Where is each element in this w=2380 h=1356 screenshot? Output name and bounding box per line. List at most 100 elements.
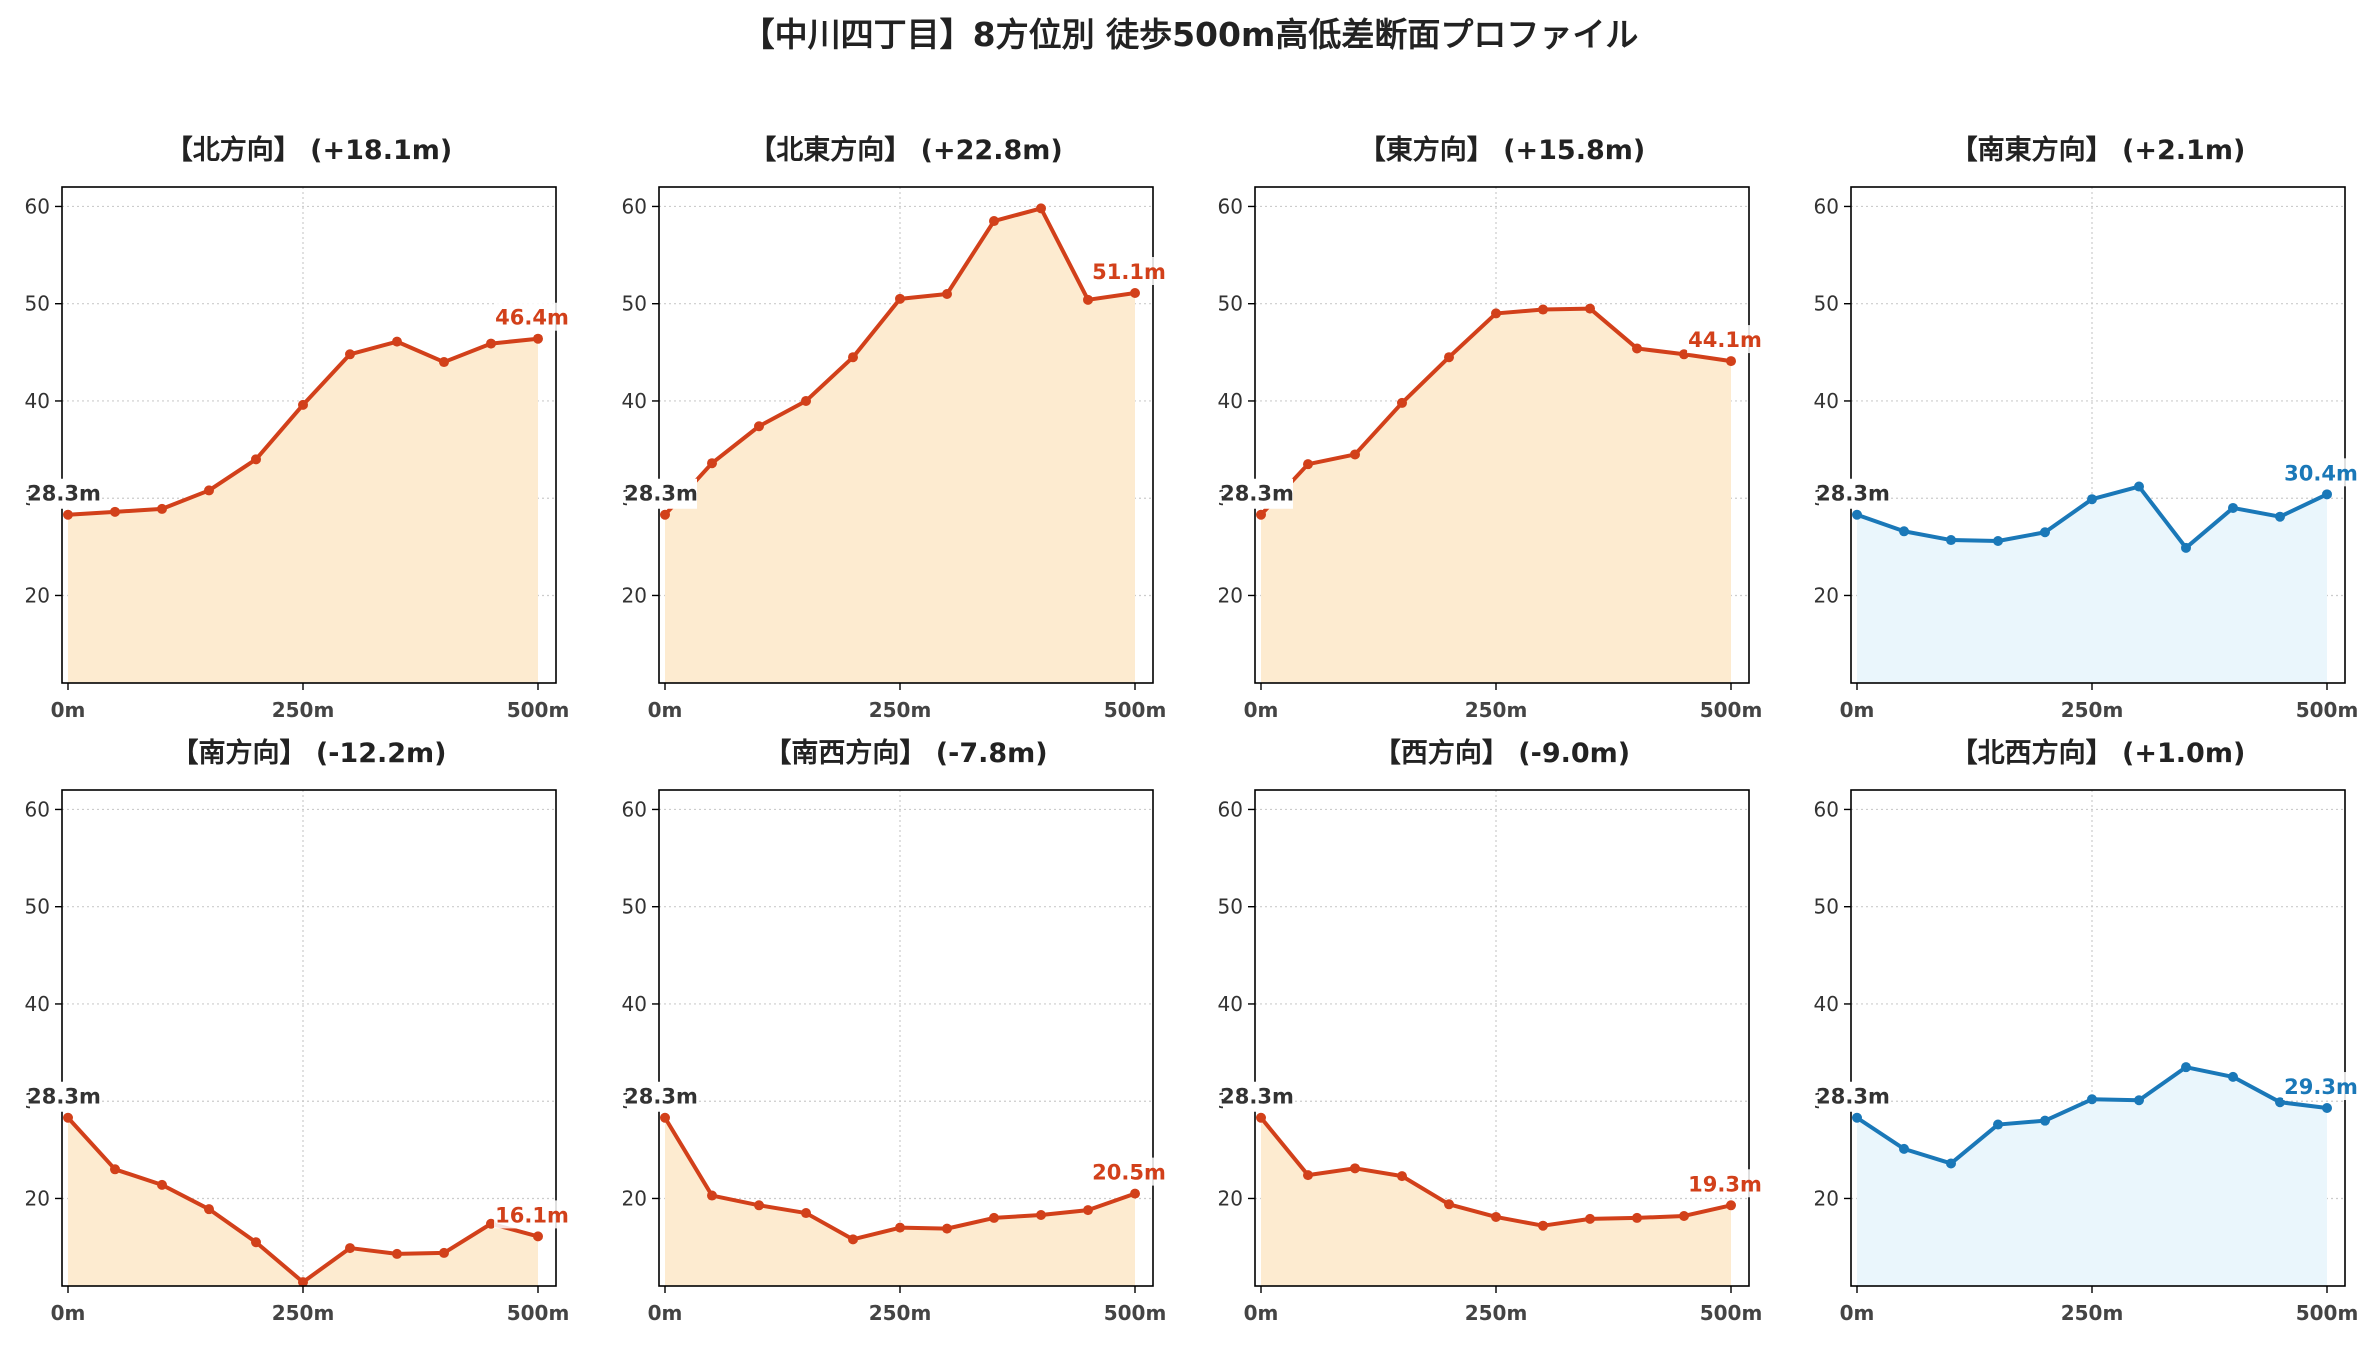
y-tick-label: 40 <box>622 992 647 1016</box>
area-fill <box>1261 1117 1731 1286</box>
data-point <box>2322 489 2332 500</box>
data-point <box>2275 1097 2285 1108</box>
data-point <box>1679 349 1689 360</box>
panel-title: 【南東方向】 (+2.1m) <box>1951 134 2246 166</box>
area-fill <box>1857 486 2327 683</box>
data-point <box>1632 343 1642 354</box>
data-point <box>1444 1199 1454 1210</box>
data-point <box>1852 509 1862 520</box>
y-tick-label: 50 <box>25 895 50 919</box>
y-tick-label: 20 <box>1218 583 1243 607</box>
area-fill <box>1857 1067 2327 1286</box>
panel-title: 【北方向】 (+18.1m) <box>166 134 452 166</box>
data-point <box>533 1231 543 1242</box>
data-point <box>486 1218 496 1229</box>
axes-frame <box>658 789 1154 1287</box>
plot-area: 【南方向】 (-12.2m)20304050600m250m500m28.3m1… <box>25 737 570 1325</box>
end-label-bg <box>2283 458 2359 487</box>
data-point <box>848 1234 858 1245</box>
data-point <box>1679 1210 1689 1221</box>
x-tick-label: 0m <box>648 1301 683 1325</box>
data-point <box>1083 294 1093 305</box>
x-tick-label: 250m <box>1465 1301 1528 1325</box>
data-point <box>63 509 73 520</box>
chart-panel-2: 【北東方向】 (+22.8m)20304050600m250m500m28.3m… <box>622 134 1167 722</box>
x-tick-label: 0m <box>1244 698 1279 722</box>
data-point <box>1726 1200 1736 1211</box>
y-tick-label: 60 <box>622 194 647 218</box>
x-tick-label: 500m <box>1104 698 1167 722</box>
panel-title: 【東方向】 (+15.8m) <box>1359 134 1645 166</box>
data-point <box>895 293 905 304</box>
data-point <box>754 421 764 432</box>
area-fill <box>665 208 1135 684</box>
end-value-label: 51.1m <box>1092 260 1166 284</box>
data-point <box>1256 509 1266 520</box>
data-point <box>251 1237 261 1248</box>
figure-title: 【中川四丁目】8方位別 徒歩500m高低差断面プロファイル <box>741 15 1639 54</box>
y-tick-label: 50 <box>622 292 647 316</box>
data-point <box>204 1204 214 1215</box>
x-tick-label: 500m <box>2296 1301 2359 1325</box>
area-fill <box>68 1117 538 1286</box>
x-tick-label: 500m <box>2296 698 2359 722</box>
data-point <box>1585 1213 1595 1224</box>
data-point <box>801 1208 811 1219</box>
y-tick-label: 40 <box>25 389 50 413</box>
y-tick-label: 20 <box>622 1186 647 1210</box>
start-value-label: 28.3m <box>1220 1085 1294 1109</box>
axes-frame <box>1850 186 2346 684</box>
x-tick-label: 0m <box>648 698 683 722</box>
data-point <box>1256 1112 1266 1123</box>
data-point <box>2040 527 2050 538</box>
y-tick-label: 20 <box>25 583 50 607</box>
data-point <box>392 336 402 347</box>
data-point <box>2134 481 2144 492</box>
start-value-label: 28.3m <box>1816 482 1890 506</box>
y-tick-label: 60 <box>622 797 647 821</box>
y-tick-label: 60 <box>1218 797 1243 821</box>
data-point <box>989 216 999 227</box>
start-value-label: 28.3m <box>27 482 101 506</box>
x-tick-label: 0m <box>1244 1301 1279 1325</box>
y-tick-label: 40 <box>1814 389 1839 413</box>
data-point <box>1946 535 1956 546</box>
data-point <box>1538 304 1548 315</box>
plot-area: 【西方向】 (-9.0m)20304050600m250m500m28.3m19… <box>1218 737 1763 1325</box>
data-point <box>942 288 952 299</box>
x-tick-label: 250m <box>2061 698 2124 722</box>
chart-panel-8: 【北西方向】 (+1.0m)20304050600m250m500m28.3m2… <box>1814 737 2359 1325</box>
end-label-bg <box>1687 1169 1763 1198</box>
panel-title: 【北西方向】 (+1.0m) <box>1951 737 2246 769</box>
data-point <box>1491 1211 1501 1222</box>
start-value-label: 28.3m <box>1816 1085 1890 1109</box>
y-tick-label: 40 <box>622 389 647 413</box>
data-point <box>1632 1212 1642 1223</box>
x-tick-label: 500m <box>1104 1301 1167 1325</box>
y-tick-label: 50 <box>1218 292 1243 316</box>
end-label-bg <box>494 302 570 331</box>
data-point <box>1130 1188 1140 1199</box>
end-value-label: 44.1m <box>1688 328 1762 352</box>
chart-panel-4: 【南東方向】 (+2.1m)20304050600m250m500m28.3m3… <box>1814 134 2359 722</box>
data-point <box>989 1212 999 1223</box>
data-point <box>1993 536 2003 547</box>
end-label-bg <box>1091 257 1167 286</box>
axes-frame <box>61 186 557 684</box>
panel-title: 【南西方向】 (-7.8m) <box>764 737 1047 769</box>
data-point <box>2181 1062 2191 1073</box>
start-value-label: 28.3m <box>27 1085 101 1109</box>
data-point <box>942 1223 952 1234</box>
data-point <box>251 454 261 465</box>
data-point <box>345 349 355 360</box>
data-point <box>1585 303 1595 314</box>
data-point <box>298 1277 308 1288</box>
y-tick-label: 50 <box>1218 895 1243 919</box>
data-point <box>1852 1112 1862 1123</box>
data-point <box>1726 356 1736 367</box>
y-tick-label: 60 <box>1814 194 1839 218</box>
y-tick-label: 20 <box>25 1186 50 1210</box>
data-point <box>392 1248 402 1259</box>
x-tick-label: 250m <box>272 698 335 722</box>
y-tick-label: 60 <box>25 797 50 821</box>
